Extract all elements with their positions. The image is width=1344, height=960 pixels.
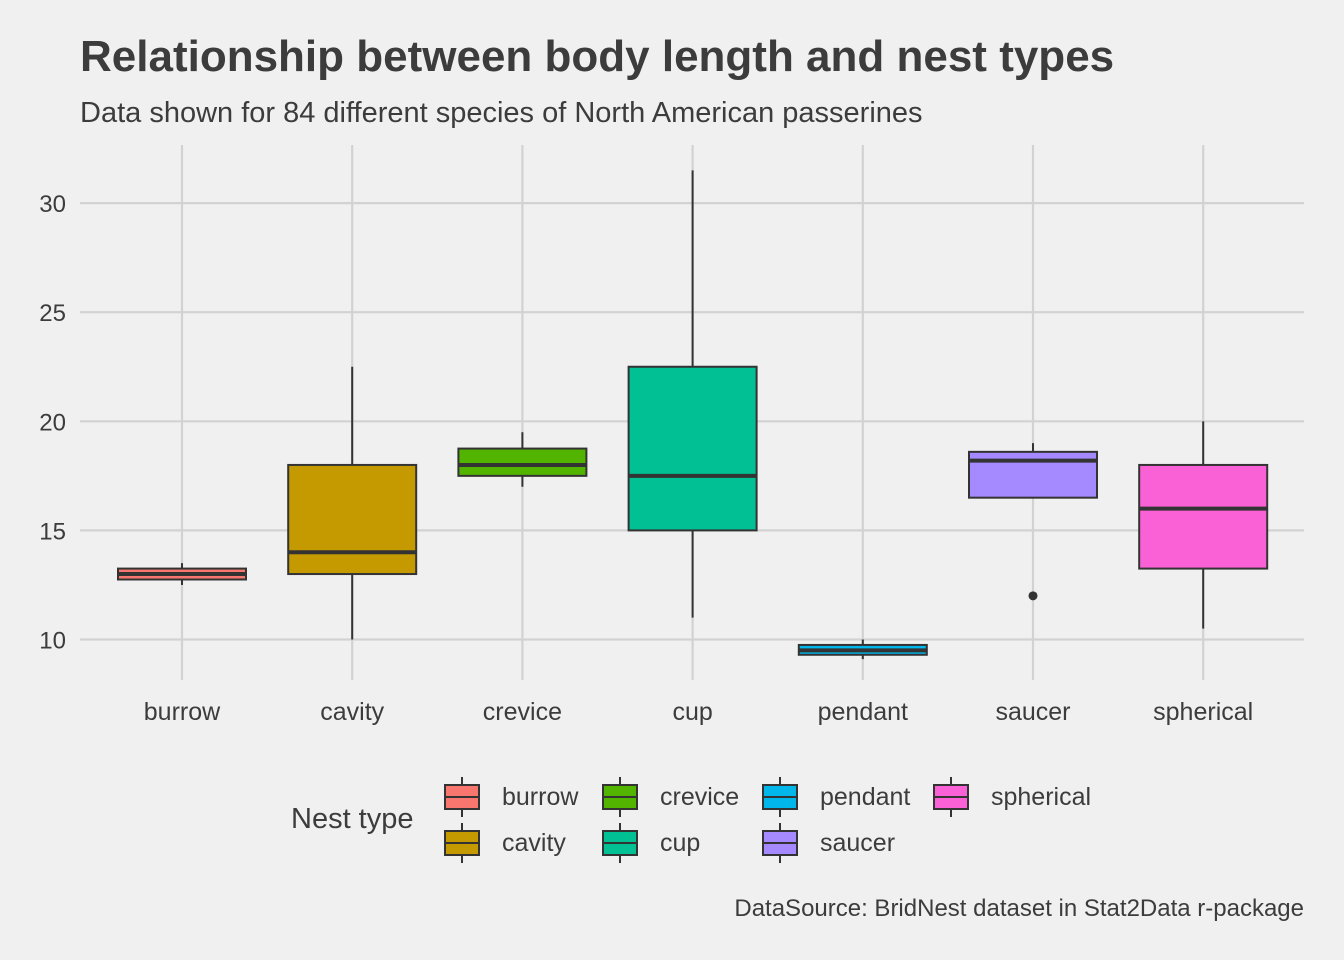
axis-labels: 10 15 20 25 30 burrow cavity crevice cup pendant s… (39, 191, 1253, 726)
legend-item-cup: cup (602, 823, 700, 863)
x-tick-label: cavity (320, 698, 384, 726)
box-body (287, 463, 418, 576)
y-tick-label: 30 (39, 191, 66, 218)
x-tick-label: cup (672, 698, 712, 726)
y-tick-label: 10 (39, 628, 66, 655)
legend-label: crevice (660, 782, 740, 811)
legend-key-saucer (762, 823, 798, 863)
legend-label: spherical (991, 782, 1092, 811)
legend-label: saucer (820, 828, 896, 857)
legend-item-cavity: cavity (444, 823, 566, 863)
box-cavity (287, 366, 418, 640)
legend-label: cavity (502, 828, 566, 857)
box-pendant (797, 639, 928, 660)
legend-item-spherical: spherical (933, 777, 1091, 817)
x-tick-label: saucer (995, 698, 1070, 726)
x-tick-label: spherical (1153, 698, 1253, 726)
box-burrow (117, 563, 247, 585)
y-tick-label: 20 (39, 409, 66, 436)
legend-title: Nest type (291, 803, 414, 835)
chart-caption: DataSource: BridNest dataset in Stat2Dat… (734, 895, 1304, 922)
box-body (1138, 463, 1269, 570)
legend-label: cup (660, 828, 701, 857)
box-body (627, 365, 758, 532)
x-tick-label: crevice (483, 698, 562, 726)
legend-item-crevice: crevice (602, 777, 739, 817)
legend-key-crevice (602, 777, 638, 817)
outlier-point (1028, 591, 1038, 601)
y-tick-label: 25 (39, 300, 66, 327)
box-crevice (457, 432, 588, 487)
legend-key-pendant (762, 777, 798, 817)
legend-label: burrow (502, 782, 579, 811)
legend-item-pendant: pendant (762, 777, 910, 817)
legend-key-cup (602, 823, 638, 863)
box-saucer (968, 443, 1098, 601)
y-tick-label: 15 (39, 518, 66, 545)
legend-key-spherical (933, 777, 969, 817)
legend-item-saucer: saucer (762, 823, 895, 863)
box-body (457, 447, 588, 477)
legend-key-cavity (444, 823, 480, 863)
box-series (117, 170, 1269, 660)
legend-label: pendant (820, 782, 911, 811)
legend-key-burrow (444, 777, 480, 817)
legend-item-burrow: burrow (444, 777, 578, 817)
x-tick-label: pendant (818, 698, 908, 726)
chart-title: Relationship between body length and nes… (80, 32, 1115, 81)
x-tick-label: burrow (144, 698, 221, 726)
chart-subtitle: Data shown for 84 different species of N… (80, 97, 923, 129)
box-cup (627, 170, 758, 618)
box-spherical (1138, 421, 1269, 629)
